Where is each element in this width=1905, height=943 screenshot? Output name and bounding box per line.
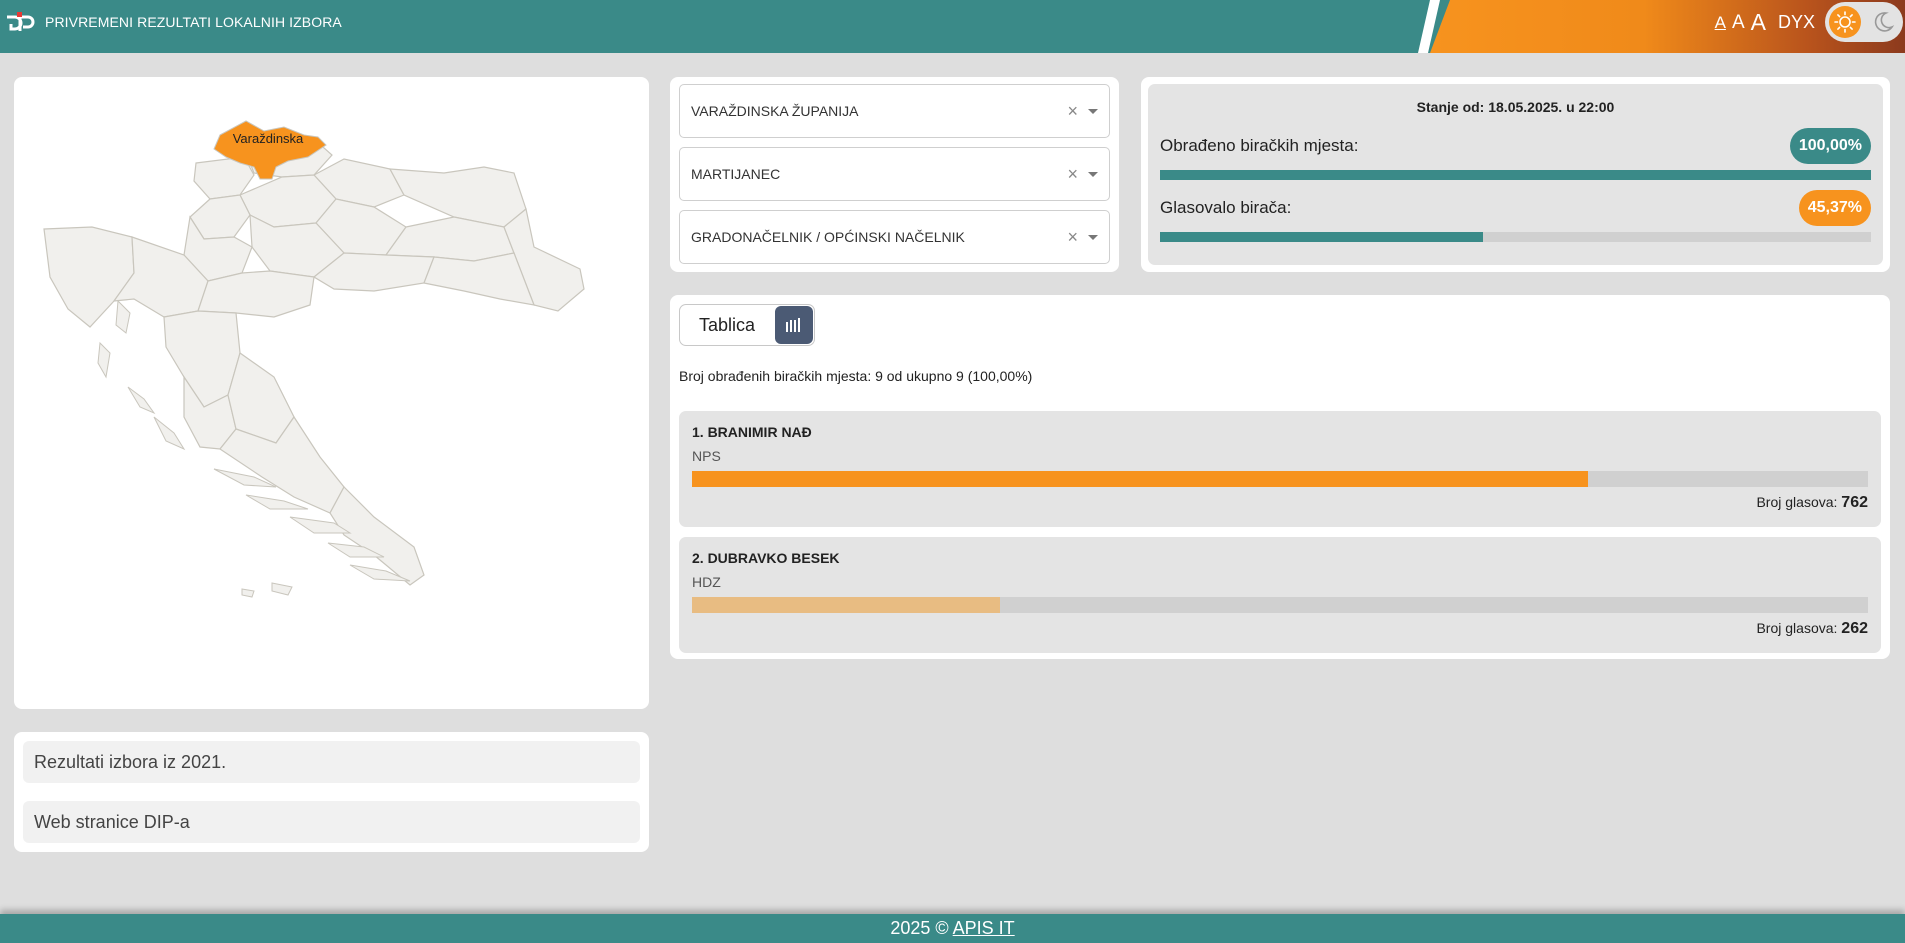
votes-value: 262: [1841, 620, 1868, 637]
candidate-votes: Broj glasova: 262: [692, 620, 1868, 638]
theme-toggle[interactable]: [1825, 2, 1903, 42]
map-island: [115, 299, 131, 334]
candidate-party: NPS: [692, 448, 721, 464]
map-island: [349, 564, 411, 582]
turnout-label: Glasovalo birača:: [1160, 198, 1292, 217]
votes-label: Broj glasova:: [1756, 494, 1838, 510]
chevron-down-icon[interactable]: [1088, 234, 1098, 240]
turnout-progress-fill: [1160, 232, 1483, 242]
sun-icon: [1829, 6, 1861, 38]
county-map-panel: Varaždinska: [14, 77, 649, 709]
processed-progress-fill: [1160, 170, 1871, 180]
stats-timestamp: Stanje od: 18.05.2025. u 22:00: [1416, 99, 1615, 115]
app-title: PRIVREMENI REZULTATI LOKALNIH IZBORA: [45, 14, 342, 30]
map-region[interactable]: [329, 486, 425, 586]
votes-label: Broj glasova:: [1756, 620, 1838, 636]
clear-icon[interactable]: ×: [1067, 226, 1078, 247]
view-toggle: Tablica: [679, 304, 816, 346]
municipality-select[interactable]: MARTIJANEC ×: [679, 147, 1110, 201]
map-island: [153, 416, 186, 451]
font-size-large-button[interactable]: A: [1750, 8, 1766, 35]
results-2021-link[interactable]: Rezultati izbora iz 2021.: [23, 741, 640, 783]
map-island: [241, 588, 255, 598]
processed-progress-bar: [1160, 170, 1871, 180]
election-type-select-value: GRADONAČELNIK / OPĆINSKI NAČELNIK: [691, 229, 965, 245]
clear-icon[interactable]: ×: [1067, 163, 1078, 184]
map-region-label: Varaždinska: [233, 131, 304, 146]
county-select[interactable]: VARAŽDINSKA ŽUPANIJA ×: [679, 84, 1110, 138]
candidate-vote-bar: [692, 597, 1868, 613]
map-islands: [97, 299, 411, 598]
candidate-card: 2. DUBRAVKO BESEK HDZ Broj glasova: 262: [679, 537, 1881, 653]
font-size-small-button[interactable]: A: [1714, 12, 1726, 32]
candidate-vote-fill: [692, 471, 1589, 487]
candidate-card: 1. BRANIMIR NAĐ NPS Broj glasova: 762: [679, 411, 1881, 527]
accessibility-tools: A A A DYX: [1715, 0, 1905, 44]
font-size-medium-button[interactable]: A: [1731, 11, 1745, 33]
turnout-badge: 45,37%: [1798, 190, 1871, 226]
logo-icon[interactable]: [4, 9, 38, 37]
chevron-down-icon[interactable]: [1088, 171, 1098, 177]
apis-it-link[interactable]: APIS IT: [952, 918, 1015, 938]
votes-value: 762: [1841, 494, 1868, 511]
candidate-votes: Broj glasova: 762: [692, 494, 1868, 512]
footer: 2025 © APIS IT: [0, 914, 1905, 943]
croatia-map: Varaždinska: [43, 120, 585, 598]
chevron-down-icon[interactable]: [1088, 108, 1098, 114]
candidate-vote-bar: [692, 471, 1868, 487]
footer-copyright: 2025 ©: [890, 918, 949, 938]
election-type-select[interactable]: GRADONAČELNIK / OPĆINSKI NAČELNIK ×: [679, 210, 1110, 264]
processed-stations-badge: 100,00%: [1789, 128, 1871, 164]
dip-website-link[interactable]: Web stranice DIP-a: [23, 801, 640, 843]
turnout-progress-bar: [1160, 232, 1871, 242]
map-island: [271, 582, 293, 596]
candidate-name: 2. DUBRAVKO BESEK: [692, 550, 840, 566]
links-panel: Rezultati izbora iz 2021. Web stranice D…: [14, 732, 649, 852]
candidate-vote-fill: [692, 597, 1001, 613]
map-regions: [43, 138, 585, 586]
tab-chart[interactable]: [775, 306, 814, 344]
processed-stations-label: Obrađeno biračkih mjesta:: [1160, 136, 1359, 155]
municipality-select-value: MARTIJANEC: [691, 166, 781, 182]
processed-count-text: Broj obrađenih biračkih mjesta: 9 od uku…: [679, 368, 1033, 384]
clear-icon[interactable]: ×: [1067, 100, 1078, 121]
bar-chart-icon: [786, 318, 801, 332]
results-panel: Tablica Broj obrađenih biračkih mjesta: …: [670, 295, 1890, 659]
moon-icon: [1874, 12, 1895, 32]
map-island: [97, 341, 111, 379]
map-island: [127, 386, 156, 415]
map-island: [289, 516, 352, 534]
candidate-name: 1. BRANIMIR NAĐ: [692, 424, 812, 440]
filters-panel: VARAŽDINSKA ŽUPANIJA × MARTIJANEC × GRAD…: [670, 77, 1119, 272]
map-region-varazdinska[interactable]: [213, 120, 327, 180]
stats-panel: Stanje od: 18.05.2025. u 22:00 Obrađeno …: [1141, 77, 1890, 272]
tab-table[interactable]: Tablica: [699, 315, 756, 335]
map-island: [245, 494, 309, 510]
county-select-value: VARAŽDINSKA ŽUPANIJA: [691, 103, 859, 119]
header: PRIVREMENI REZULTATI LOKALNIH IZBORA A A…: [0, 0, 1905, 53]
candidate-party: HDZ: [692, 574, 721, 590]
map-region[interactable]: [423, 252, 535, 306]
map-island: [327, 542, 385, 558]
dyslexia-font-button[interactable]: DYX: [1777, 11, 1815, 32]
map-island: [213, 468, 277, 488]
